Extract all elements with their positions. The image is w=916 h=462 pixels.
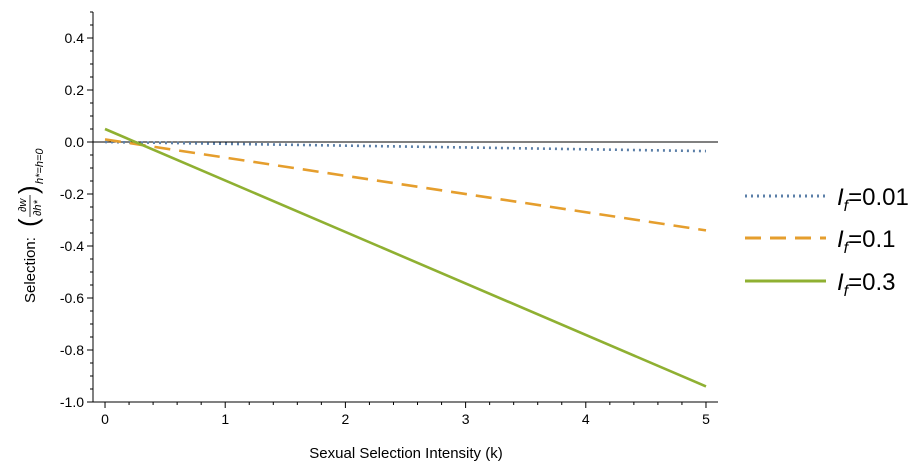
y-axis-right-paren: ) [13,185,43,194]
x-axis-title: Sexual Selection Intensity (k) [309,445,502,462]
legend: If=0.01 If=0.1 If=0.3 [745,184,909,300]
x-tick-label: 5 [702,411,710,427]
legend-label-3: If=0.3 [837,269,896,300]
x-tick-label: 0 [101,411,109,427]
x-tick-label: 1 [221,411,229,427]
x-tick-label: 2 [342,411,350,427]
y-tick-label: -0.4 [60,238,84,254]
series-layer [104,127,707,388]
series-line-2 [104,138,707,232]
y-tick-label: -0.2 [60,186,84,202]
legend-label-2: If=0.1 [837,226,896,257]
series-line-3 [104,127,707,388]
y-tick-label: -1.0 [60,394,84,410]
series-line-1 [104,140,707,153]
x-tick-label: 4 [582,411,590,427]
axes: 0 1 2 3 4 5 0.4 0.2 0.0 -0.2 -0.4 -0.6 -0.8 -1.0 [60,11,718,427]
y-tick-label: 0.0 [65,134,85,150]
y-axis-fraction-denominator: ∂h* [32,199,44,216]
y-tick-label: 0.4 [65,30,85,46]
x-tick-label: 3 [462,411,470,427]
y-axis-subscript: h*=h=0 [34,148,46,184]
y-axis-label-text: Selection: [22,237,39,303]
y-axis-fraction-numerator: ∂w [17,198,29,212]
y-tick-label: -0.6 [60,290,84,306]
y-axis-title: Selection: ( ∂w ∂h*)h*=h=0 [13,148,46,303]
y-tick-label: -0.8 [60,342,84,358]
y-tick-label: 0.2 [65,82,85,98]
legend-label-1: If=0.01 [837,184,909,215]
y-axis-left-paren: ( [13,218,43,227]
